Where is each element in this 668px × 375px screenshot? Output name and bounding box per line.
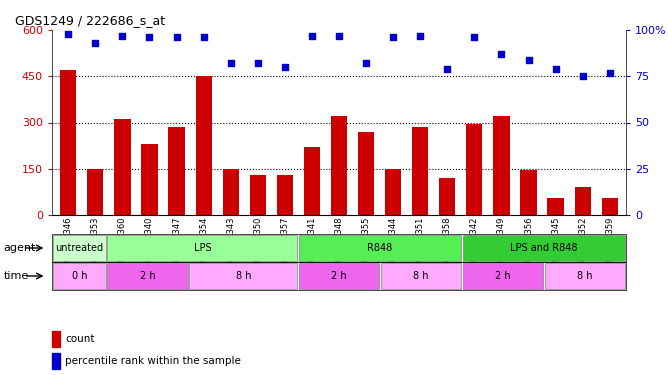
Bar: [574, 187, 591, 215]
Text: percentile rank within the sample: percentile rank within the sample: [65, 356, 241, 366]
Text: count: count: [65, 334, 95, 344]
Bar: [358, 132, 374, 215]
Bar: [107, 234, 297, 261]
Text: LPS: LPS: [194, 243, 211, 253]
Bar: [52, 353, 60, 369]
Bar: [277, 175, 293, 215]
Bar: [520, 170, 536, 215]
Point: [90, 40, 101, 46]
Bar: [114, 119, 130, 215]
Bar: [304, 147, 320, 215]
Point: [442, 66, 453, 72]
Text: 2 h: 2 h: [331, 271, 347, 281]
Text: 2 h: 2 h: [140, 271, 156, 281]
Bar: [466, 124, 482, 215]
Bar: [381, 262, 462, 290]
Bar: [439, 178, 456, 215]
Bar: [53, 234, 106, 261]
Point: [496, 51, 507, 57]
Point: [523, 57, 534, 63]
Bar: [299, 262, 379, 290]
Point: [63, 31, 73, 37]
Bar: [250, 175, 266, 215]
Bar: [107, 262, 188, 290]
Point: [117, 33, 128, 39]
Bar: [462, 262, 544, 290]
Bar: [412, 127, 428, 215]
Bar: [168, 127, 184, 215]
Bar: [331, 116, 347, 215]
Text: LPS and R848: LPS and R848: [510, 243, 578, 253]
Bar: [462, 234, 625, 261]
Text: 2 h: 2 h: [495, 271, 511, 281]
Text: 8 h: 8 h: [413, 271, 429, 281]
Point: [225, 60, 236, 66]
Bar: [385, 169, 401, 215]
Bar: [88, 170, 104, 215]
Text: 0 h: 0 h: [71, 271, 87, 281]
Text: 8 h: 8 h: [236, 271, 251, 281]
Point: [198, 34, 209, 40]
Bar: [299, 234, 462, 261]
Bar: [222, 170, 239, 215]
Point: [333, 33, 344, 39]
Point: [415, 33, 426, 39]
Text: R848: R848: [367, 243, 393, 253]
Point: [469, 34, 480, 40]
Bar: [494, 116, 510, 215]
Text: untreated: untreated: [55, 243, 104, 253]
Point: [144, 34, 155, 40]
Bar: [52, 331, 60, 346]
Point: [577, 73, 588, 79]
Text: agent: agent: [3, 243, 35, 253]
Point: [279, 64, 290, 70]
Point: [361, 60, 371, 66]
Bar: [60, 70, 76, 215]
Bar: [548, 198, 564, 215]
Point: [388, 34, 399, 40]
Text: GDS1249 / 222686_s_at: GDS1249 / 222686_s_at: [15, 15, 165, 27]
Point: [307, 33, 317, 39]
Bar: [142, 144, 158, 215]
Point: [253, 60, 263, 66]
Bar: [196, 76, 212, 215]
Point: [605, 69, 615, 75]
Text: 8 h: 8 h: [577, 271, 593, 281]
Bar: [53, 262, 106, 290]
Point: [171, 34, 182, 40]
Bar: [189, 262, 297, 290]
Text: time: time: [3, 271, 29, 281]
Point: [550, 66, 561, 72]
Bar: [544, 262, 625, 290]
Bar: [602, 198, 618, 215]
